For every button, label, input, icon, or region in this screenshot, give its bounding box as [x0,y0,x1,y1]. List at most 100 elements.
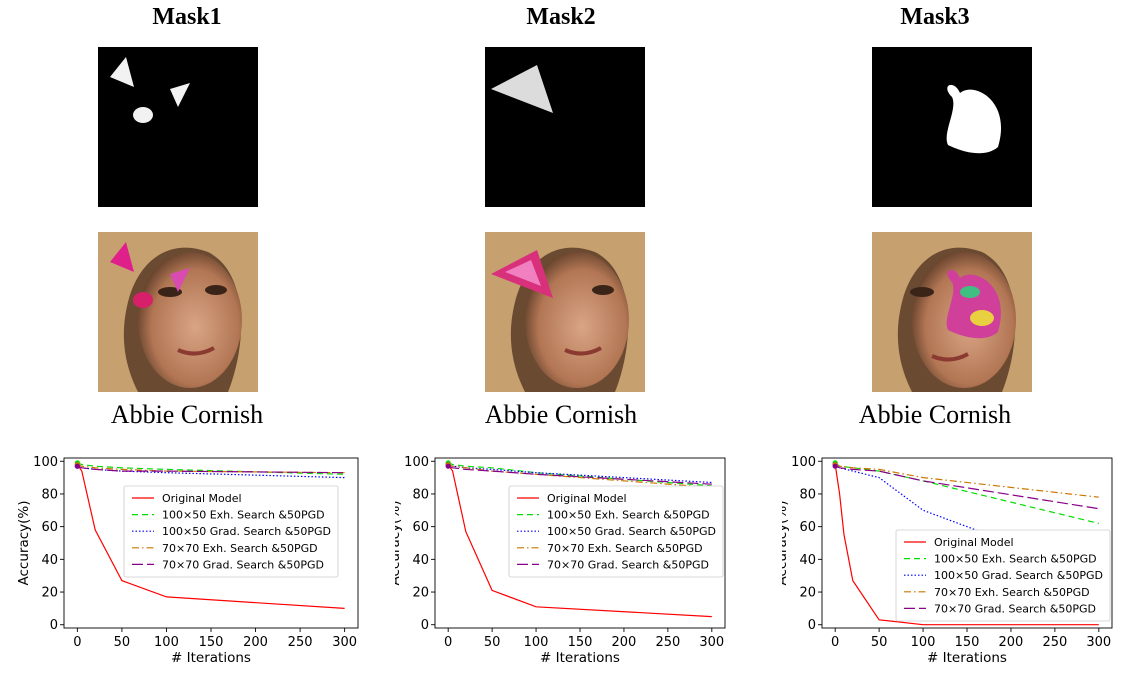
x-tick-label: 250 [1042,635,1067,650]
patch-overlay [505,260,541,286]
x-tick-label: 50 [871,635,888,650]
chart-1: 0 20 40 60 80 100 0 50 100 150 200 250 300 # Iteratio… [8,448,373,676]
mask-title: Mask2 [526,4,596,30]
legend-label: 100×50 Grad. Search &50PGD [162,525,331,538]
patch-overlay [960,286,980,298]
series-line [76,464,345,609]
y-axis-label: Accuracy(%) [782,501,790,586]
mask-circle [133,107,153,123]
y-tick-label: 60 [412,520,429,535]
x-axis-label: # Iterations [540,650,620,666]
chart-svg: 0 20 40 60 80 100 0 50 100 150 200 250 300 # Iteratio… [387,455,726,666]
data-point [74,463,80,469]
x-tick-label: 250 [655,635,680,650]
x-axis-label: # Iterations [171,650,251,666]
person-name: Abbie Cornish [110,400,264,429]
patch-overlay [970,310,994,326]
legend-label: Original Model [162,492,242,505]
y-axis-label: Accuracy(%) [16,501,32,586]
face-image [485,232,645,392]
series-line [77,465,345,474]
mask-title: Mask1 [152,4,222,30]
y-tick-label: 0 [50,618,58,633]
x-tick-label: 150 [955,635,980,650]
data-point [832,463,838,469]
person-name: Abbie Cornish [858,400,1012,429]
legend-box [508,485,724,578]
x-tick-label: 0 [831,635,839,650]
legend-label: 100×50 Exh. Search &50PGD [547,509,710,522]
mask-heart [946,84,1002,154]
legend-label: 70×70 Grad. Search &50PGD [162,558,324,571]
x-tick-label: 50 [484,635,501,650]
y-tick-label: 60 [41,520,58,535]
y-tick-label: 100 [791,455,816,470]
chart-svg: 0 20 40 60 80 100 0 50 100 150 200 250 300 # Iteratio… [774,455,1113,666]
mask-triangle [491,65,553,113]
patch-overlay [133,292,153,308]
x-tick-label: 300 [332,635,357,650]
y-tick-label: 0 [421,618,429,633]
series-line [834,465,1099,510]
mask-shapes [110,57,190,123]
x-tick-label: 200 [999,635,1024,650]
legend-label: 70×70 Grad. Search &50PGD [934,602,1096,615]
mask-shapes [491,65,553,113]
legend-box [895,529,1111,622]
x-tick-label: 300 [699,635,724,650]
legend-label: 70×70 Grad. Search &50PGD [547,558,709,571]
mask-triangle [110,57,134,87]
y-tick-label: 80 [412,487,429,502]
y-tick-label: 40 [412,553,429,568]
mask-shapes [946,84,1002,154]
x-tick-label: 150 [568,635,593,650]
person-name: Abbie Cornish [484,400,638,429]
series-line [77,463,345,474]
y-tick-label: 80 [41,487,58,502]
face-drawing [485,232,645,392]
patch-overlay [110,242,134,272]
series-line [834,464,1099,626]
x-tick-label: 250 [288,635,313,650]
legend-label: Original Model [547,492,627,505]
legend-label: Original Model [934,536,1014,549]
series-line [834,463,1099,498]
x-tick-label: 100 [154,635,179,650]
patch-overlay [170,268,190,292]
legend-label: 100×50 Grad. Search &50PGD [934,569,1103,582]
x-tick-label: 50 [114,635,131,650]
data-point [445,463,451,469]
x-tick-label: 200 [243,635,268,650]
x-tick-label: 0 [444,635,452,650]
y-tick-label: 100 [33,455,58,470]
y-tick-label: 100 [404,455,429,470]
y-tick-label: 20 [41,586,58,601]
series-line [447,462,712,487]
legend-label: 70×70 Exh. Search &50PGD [162,542,318,555]
x-tick-label: 200 [612,635,637,650]
mask-triangle [170,83,190,107]
x-tick-label: 100 [524,635,549,650]
legend-label: 70×70 Exh. Search &50PGD [934,586,1090,599]
mask-image [485,47,645,207]
face-drawing [98,232,258,392]
legend-label: 70×70 Exh. Search &50PGD [547,542,703,555]
y-tick-label: 60 [799,520,816,535]
legend-label: 100×50 Exh. Search &50PGD [934,553,1097,566]
legend-label: 100×50 Exh. Search &50PGD [162,509,325,522]
chart-svg: 0 20 40 60 80 100 0 50 100 150 200 250 300 # Iteratio… [16,455,359,666]
column-mask3: Mask3 Abbie Cornish 0 20 40 60 80 100 0 50 100 15… [748,0,1122,671]
y-axis-label: Accuracy(%) [395,501,403,586]
y-tick-label: 80 [799,487,816,502]
series-line [447,465,712,485]
series-line [447,464,712,618]
series-line [447,463,712,488]
x-axis-label: # Iterations [927,650,1007,666]
series-line [77,462,345,475]
x-tick-label: 0 [73,635,81,650]
face-drawing [872,232,1032,392]
y-tick-label: 40 [799,553,816,568]
face-image [872,232,1032,392]
y-tick-label: 40 [41,553,58,568]
x-tick-label: 100 [911,635,936,650]
